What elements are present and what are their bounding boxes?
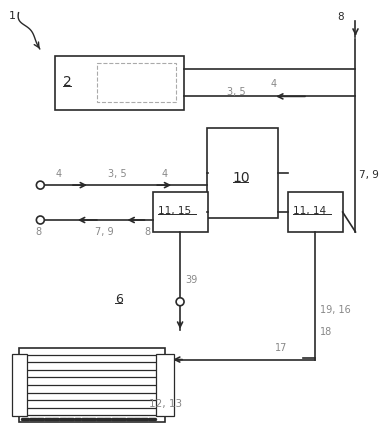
Bar	[55, 56, 184, 111]
Text: 8: 8	[144, 227, 151, 237]
Text: 8: 8	[35, 227, 42, 237]
Circle shape	[36, 181, 44, 189]
Bar	[18, 348, 165, 422]
Text: 18: 18	[320, 327, 332, 337]
Circle shape	[176, 298, 184, 306]
Text: 10: 10	[233, 171, 250, 185]
Text: 3, 5: 3, 5	[227, 87, 245, 97]
Text: 8: 8	[338, 12, 344, 22]
Text: 4: 4	[55, 169, 61, 179]
Text: 17: 17	[275, 343, 288, 353]
Text: 2: 2	[63, 75, 72, 89]
Text: 11, 15: 11, 15	[158, 206, 191, 216]
Text: 12, 13: 12, 13	[149, 400, 182, 409]
Bar	[153, 192, 208, 232]
Text: 4: 4	[161, 169, 167, 179]
Bar	[97, 63, 176, 103]
Bar	[156, 353, 174, 416]
Bar	[207, 128, 278, 218]
Text: 7, 9: 7, 9	[360, 170, 379, 180]
Bar	[288, 192, 343, 232]
Text: 6: 6	[115, 293, 122, 306]
Text: 39: 39	[185, 275, 197, 285]
Text: 3, 5: 3, 5	[108, 169, 126, 179]
Text: 11, 14: 11, 14	[293, 206, 326, 216]
Bar	[12, 353, 27, 416]
Circle shape	[36, 216, 44, 224]
Text: 7, 9: 7, 9	[95, 227, 114, 237]
Text: 19, 16: 19, 16	[320, 305, 351, 315]
Text: 4: 4	[270, 79, 276, 89]
Text: 1: 1	[8, 11, 16, 21]
